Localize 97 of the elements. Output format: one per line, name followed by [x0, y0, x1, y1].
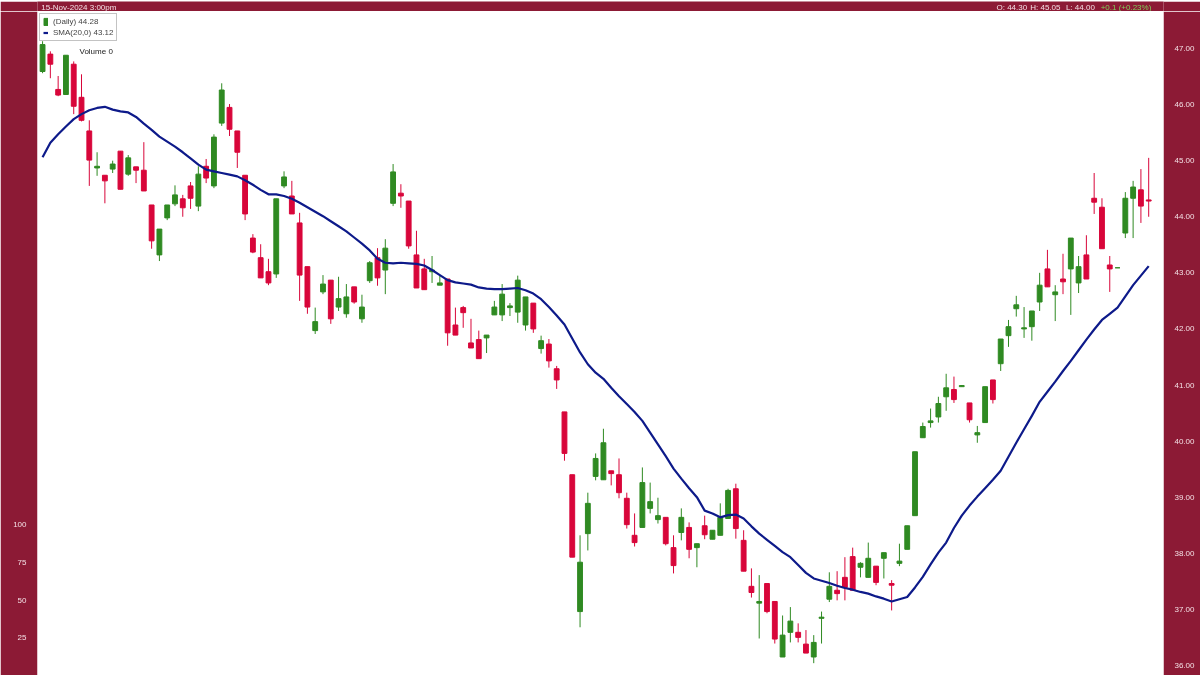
candlestick: [693, 543, 700, 568]
candlestick: [896, 543, 903, 567]
annotation: 15-Nov-2024 3:00pm: [41, 2, 117, 12]
candlestick: [545, 338, 552, 369]
candlestick: [1028, 310, 1035, 342]
candlestick: [803, 629, 809, 654]
candlestick: [1052, 284, 1059, 322]
y-tick-label: 37.00: [1174, 604, 1196, 614]
candlestick: [320, 274, 326, 295]
candlestick: [795, 622, 802, 643]
candlestick: [1130, 180, 1137, 239]
candlestick: [779, 614, 786, 658]
candlestick: [1036, 272, 1043, 312]
candlestick: [826, 571, 833, 603]
candlestick: [133, 166, 139, 184]
y2-tick-label: 50: [17, 595, 28, 605]
candlestick: [748, 567, 755, 599]
candlestick: [927, 408, 934, 429]
candlestick: [935, 396, 942, 424]
candlestick: [1075, 255, 1082, 294]
candlestick: [670, 534, 677, 574]
line-series: [41, 105, 1150, 603]
candlestick: [234, 130, 241, 169]
candlestick: [787, 606, 794, 643]
candlestick: [507, 302, 513, 317]
y2-tick-label: 25: [17, 633, 28, 643]
annotation: +0.1 (+0.23%): [1100, 2, 1152, 12]
candlestick: [226, 103, 233, 137]
candlestick: [701, 515, 708, 540]
candlestick: [951, 376, 957, 404]
candlestick: [312, 307, 319, 335]
candlestick: [966, 402, 973, 424]
y2-tick-label: 75: [17, 558, 28, 568]
candlestick: [172, 184, 178, 207]
candlestick: [1145, 157, 1152, 218]
candlestick: [943, 373, 950, 412]
y-tick-label: 47.00: [1174, 44, 1196, 54]
candlestick: [616, 457, 622, 499]
candlestick: [631, 512, 638, 548]
annotation: H: 45.05: [1030, 2, 1062, 12]
candlestick: [873, 565, 879, 586]
candlestick: [655, 497, 661, 525]
candlestick: [880, 552, 887, 579]
annotation: O: 44.30: [996, 2, 1028, 12]
y-tick-label: 44.00: [1174, 212, 1196, 222]
candlestick: [47, 50, 54, 79]
candlestick: [374, 247, 381, 287]
candlestick: [1106, 255, 1113, 293]
candlestick: [686, 521, 693, 559]
y-tick-label: 38.00: [1174, 548, 1196, 558]
candlestick: [187, 181, 194, 210]
legend-label: SMA(20,0) 43.12: [53, 28, 114, 37]
candlestick: [288, 180, 295, 215]
y-tick-label: 45.00: [1174, 156, 1196, 166]
y-tick-label: 39.00: [1174, 492, 1196, 502]
candlestick: [553, 365, 560, 390]
candlestick: [382, 238, 389, 295]
candlestick: [94, 151, 101, 177]
y-tick-label: 46.00: [1174, 100, 1196, 110]
candlestick: [460, 305, 467, 329]
candlestick: [810, 634, 817, 664]
candlestick: [1013, 295, 1020, 318]
candlestick: [818, 611, 825, 645]
candlestick: [989, 379, 996, 405]
candlestick: [475, 330, 482, 360]
candlestick: [499, 283, 506, 322]
candlestick: [1021, 306, 1027, 339]
y-tick-label: 42.00: [1174, 324, 1196, 334]
candlestick: [1044, 249, 1051, 288]
candlestick: [101, 174, 108, 204]
candlestick: [366, 260, 373, 284]
candlestick: [834, 570, 841, 601]
candlestick: [904, 525, 911, 550]
candlestick: [841, 556, 848, 601]
y-tick-label: 41.00: [1174, 380, 1196, 390]
candlestick: [756, 574, 763, 639]
candlestick: [678, 507, 685, 541]
annotation: Volume 0: [79, 47, 114, 56]
candlestick: [1091, 172, 1098, 215]
y-tick-label: 36.00: [1174, 660, 1196, 670]
candlestick: [397, 183, 404, 209]
candlestick: [1060, 253, 1066, 295]
y-tick-label: 43.00: [1174, 268, 1196, 278]
candlestick: [647, 482, 654, 514]
y-tick-label: 40.00: [1174, 436, 1196, 446]
candlestick: [1005, 319, 1012, 348]
annotation: L: 44.00: [1065, 2, 1096, 12]
candlestick: [538, 335, 545, 355]
candlestick: [125, 154, 132, 177]
candlestick: [359, 294, 365, 324]
candlestick: [179, 194, 186, 218]
candlestick: [1138, 168, 1144, 224]
candlestick: [140, 141, 147, 192]
y2-tick-label: 100: [13, 520, 28, 530]
candlestick: [888, 579, 895, 611]
candlestick: [468, 318, 474, 349]
legend-label: (Daily) 44.28: [53, 17, 99, 26]
